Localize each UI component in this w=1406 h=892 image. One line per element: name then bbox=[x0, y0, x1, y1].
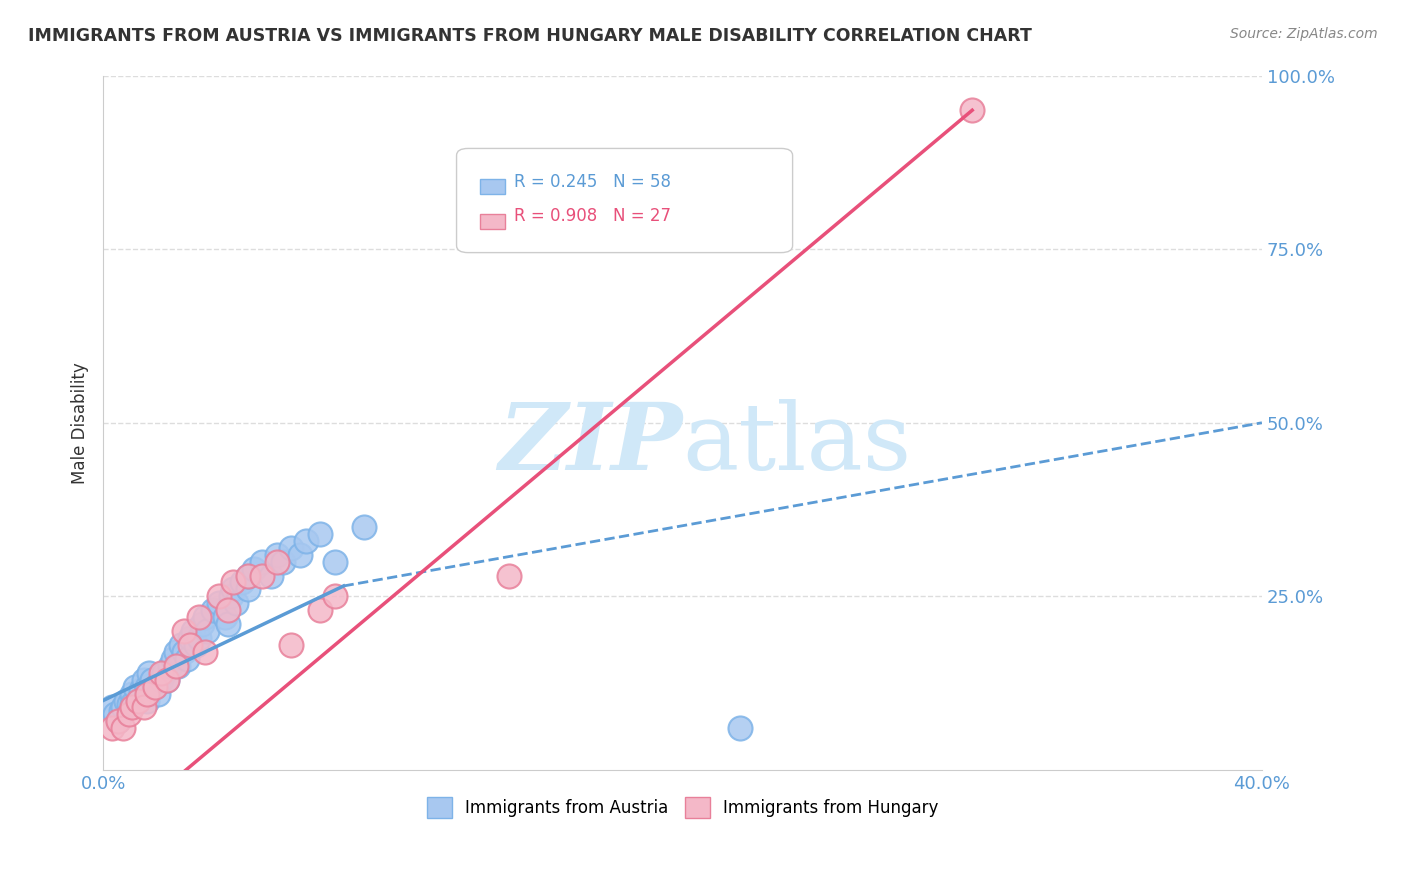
Point bbox=[159, 658, 181, 673]
Point bbox=[222, 582, 245, 597]
Point bbox=[132, 673, 155, 687]
Point bbox=[176, 652, 198, 666]
Point bbox=[121, 700, 143, 714]
Point bbox=[181, 624, 204, 639]
Point bbox=[143, 680, 166, 694]
Text: Source: ZipAtlas.com: Source: ZipAtlas.com bbox=[1230, 27, 1378, 41]
Point bbox=[197, 624, 219, 639]
Point bbox=[156, 673, 179, 687]
Point bbox=[252, 555, 274, 569]
Point bbox=[156, 673, 179, 687]
Point bbox=[167, 658, 190, 673]
Point bbox=[143, 680, 166, 694]
Point bbox=[231, 575, 253, 590]
Point bbox=[222, 575, 245, 590]
Legend: Immigrants from Austria, Immigrants from Hungary: Immigrants from Austria, Immigrants from… bbox=[420, 790, 945, 824]
Text: R = 0.245   N = 58: R = 0.245 N = 58 bbox=[515, 173, 672, 191]
Point bbox=[129, 683, 152, 698]
Point bbox=[295, 533, 318, 548]
Point bbox=[730, 722, 752, 736]
Point bbox=[146, 687, 169, 701]
Point bbox=[236, 568, 259, 582]
Point bbox=[150, 673, 173, 687]
Text: atlas: atlas bbox=[682, 399, 911, 489]
Point bbox=[214, 610, 236, 624]
Point bbox=[193, 610, 215, 624]
Point bbox=[323, 590, 346, 604]
Point bbox=[121, 697, 143, 711]
Point bbox=[118, 697, 141, 711]
Point bbox=[173, 645, 195, 659]
Point bbox=[135, 693, 157, 707]
Point bbox=[323, 555, 346, 569]
Point bbox=[208, 596, 231, 610]
FancyBboxPatch shape bbox=[479, 179, 505, 194]
Point bbox=[266, 548, 288, 562]
Text: IMMIGRANTS FROM AUSTRIA VS IMMIGRANTS FROM HUNGARY MALE DISABILITY CORRELATION C: IMMIGRANTS FROM AUSTRIA VS IMMIGRANTS FR… bbox=[28, 27, 1032, 45]
Point bbox=[236, 582, 259, 597]
Point bbox=[118, 707, 141, 722]
Point bbox=[162, 652, 184, 666]
Point bbox=[112, 700, 135, 714]
Point bbox=[179, 638, 201, 652]
Point bbox=[217, 617, 239, 632]
Y-axis label: Male Disability: Male Disability bbox=[72, 362, 89, 483]
Point bbox=[219, 590, 242, 604]
FancyBboxPatch shape bbox=[457, 148, 793, 252]
Point bbox=[173, 624, 195, 639]
Point bbox=[112, 722, 135, 736]
Point bbox=[127, 693, 149, 707]
Point bbox=[202, 603, 225, 617]
Point bbox=[260, 568, 283, 582]
Point bbox=[187, 610, 209, 624]
Point bbox=[101, 700, 124, 714]
Point bbox=[190, 617, 212, 632]
Point bbox=[187, 631, 209, 645]
Point bbox=[104, 707, 127, 722]
Point bbox=[184, 638, 207, 652]
Point bbox=[165, 645, 187, 659]
FancyBboxPatch shape bbox=[479, 214, 505, 229]
Point bbox=[101, 722, 124, 736]
Point bbox=[138, 665, 160, 680]
Point bbox=[127, 693, 149, 707]
Point bbox=[150, 665, 173, 680]
Point bbox=[353, 520, 375, 534]
Point bbox=[288, 548, 311, 562]
Point bbox=[498, 568, 520, 582]
Point bbox=[193, 645, 215, 659]
Text: R = 0.908   N = 27: R = 0.908 N = 27 bbox=[515, 208, 672, 226]
Point bbox=[271, 555, 294, 569]
Point bbox=[252, 568, 274, 582]
Point bbox=[309, 527, 332, 541]
Point bbox=[309, 603, 332, 617]
Point bbox=[225, 596, 247, 610]
Point bbox=[170, 638, 193, 652]
Point bbox=[124, 680, 146, 694]
Point bbox=[107, 714, 129, 729]
Point bbox=[135, 680, 157, 694]
Point bbox=[141, 673, 163, 687]
Point bbox=[153, 665, 176, 680]
Point bbox=[121, 687, 143, 701]
Point bbox=[960, 103, 983, 118]
Point bbox=[179, 631, 201, 645]
Point bbox=[280, 638, 302, 652]
Point bbox=[208, 590, 231, 604]
Point bbox=[280, 541, 302, 555]
Point bbox=[115, 693, 138, 707]
Point bbox=[266, 555, 288, 569]
Point bbox=[107, 714, 129, 729]
Point bbox=[217, 603, 239, 617]
Point bbox=[242, 561, 264, 575]
Point bbox=[165, 658, 187, 673]
Point bbox=[110, 704, 132, 718]
Point bbox=[135, 687, 157, 701]
Point bbox=[132, 700, 155, 714]
Point bbox=[236, 568, 259, 582]
Text: ZIP: ZIP bbox=[498, 399, 682, 489]
